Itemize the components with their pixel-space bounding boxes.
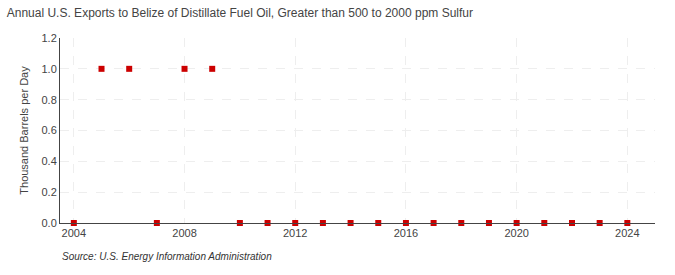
svg-text:1.0: 1.0 xyxy=(42,63,57,75)
svg-text:2012: 2012 xyxy=(283,227,307,239)
svg-text:2024: 2024 xyxy=(615,227,639,239)
svg-text:0.6: 0.6 xyxy=(42,124,57,136)
svg-text:0.8: 0.8 xyxy=(42,94,57,106)
svg-text:Annual U.S. Exports to Belize: Annual U.S. Exports to Belize of Distill… xyxy=(7,6,473,20)
svg-text:1.2: 1.2 xyxy=(42,32,57,44)
svg-text:0.4: 0.4 xyxy=(42,155,57,167)
svg-text:0.2: 0.2 xyxy=(42,186,57,198)
svg-text:2008: 2008 xyxy=(172,227,196,239)
svg-text:2016: 2016 xyxy=(394,227,418,239)
svg-text:2004: 2004 xyxy=(62,227,86,239)
svg-text:Thousand Barrels per Day: Thousand Barrels per Day xyxy=(18,66,30,195)
svg-text:2020: 2020 xyxy=(504,227,528,239)
svg-text:0.0: 0.0 xyxy=(42,217,57,229)
svg-text:Source: U.S. Energy Informatio: Source: U.S. Energy Information Administ… xyxy=(62,251,272,262)
